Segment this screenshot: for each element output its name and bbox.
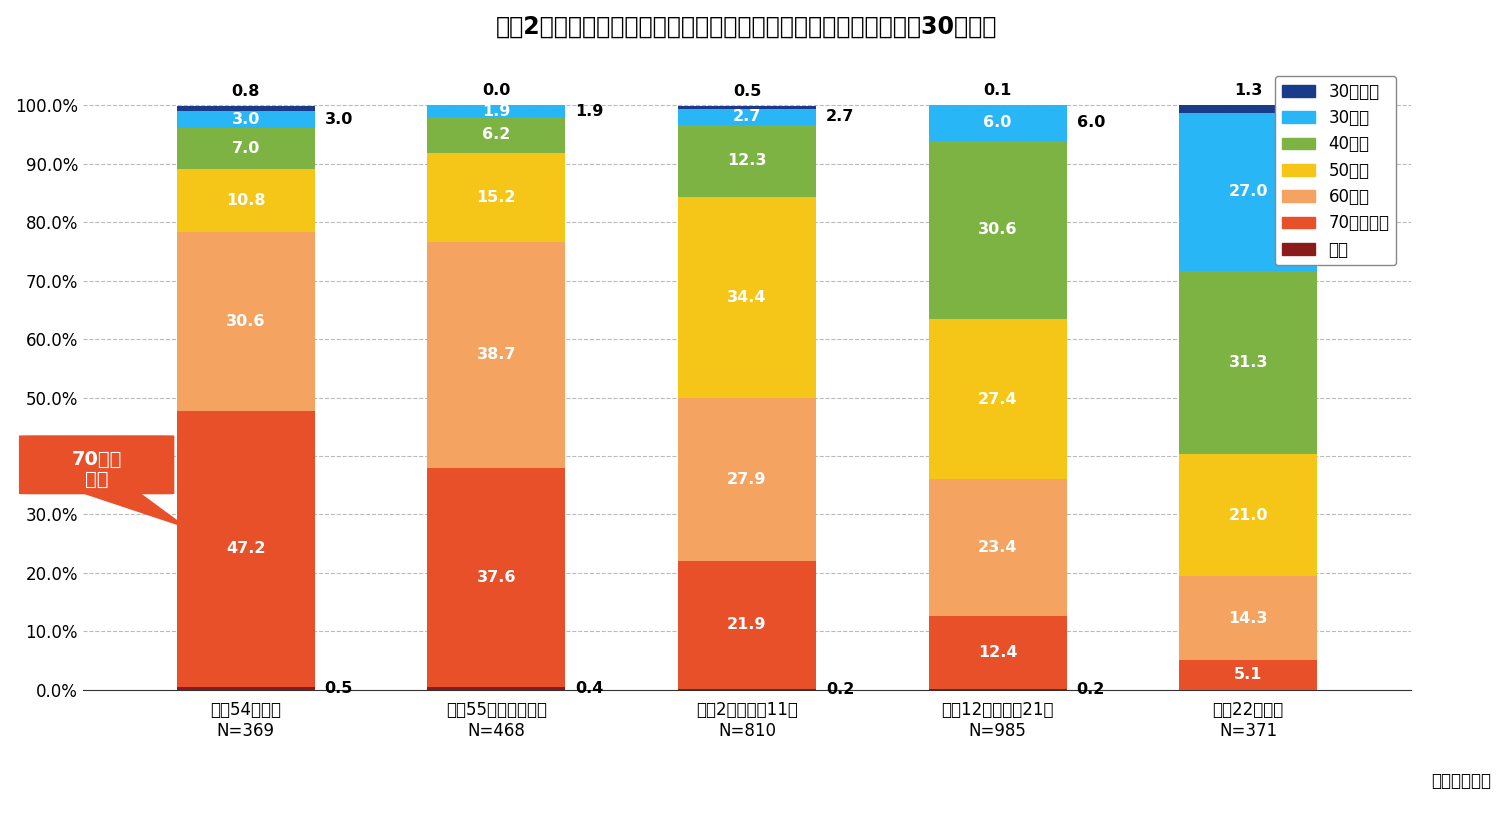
- Text: 6.0: 6.0: [1077, 115, 1106, 131]
- Text: 5.1: 5.1: [1234, 667, 1263, 682]
- Text: 6.2: 6.2: [482, 127, 510, 142]
- Text: 1.9: 1.9: [576, 104, 603, 118]
- Bar: [678, 398, 816, 561]
- Bar: [678, 106, 816, 109]
- Text: 0.5: 0.5: [734, 84, 760, 99]
- Text: 3.0: 3.0: [231, 112, 260, 127]
- Text: 3.0: 3.0: [324, 112, 352, 127]
- Text: 0.2: 0.2: [827, 681, 855, 697]
- Text: 0.4: 0.4: [576, 681, 603, 696]
- Text: 27.9: 27.9: [728, 472, 766, 487]
- Bar: [177, 111, 315, 128]
- Bar: [427, 687, 566, 690]
- Text: 以上: 以上: [86, 470, 108, 489]
- Bar: [1179, 660, 1317, 690]
- Text: 27.0: 27.0: [1328, 184, 1366, 200]
- Text: 2.7: 2.7: [734, 109, 760, 124]
- Legend: 30歳未満, 30歳代, 40歳代, 50歳代, 60歳代, 70歳代以上, 不明: 30歳未満, 30歳代, 40歳代, 50歳代, 60歳代, 70歳代以上, 不…: [1275, 76, 1396, 266]
- Bar: [1179, 576, 1317, 660]
- Text: 34.4: 34.4: [728, 289, 766, 305]
- Text: 12.4: 12.4: [978, 644, 1017, 660]
- Text: 0.0: 0.0: [482, 84, 510, 99]
- Text: 21.9: 21.9: [728, 617, 766, 632]
- Text: 38.7: 38.7: [477, 347, 516, 363]
- Text: 0.1: 0.1: [984, 83, 1012, 98]
- Text: 6.0: 6.0: [984, 115, 1012, 131]
- Text: 30.6: 30.6: [978, 223, 1017, 238]
- Text: 30.6: 30.6: [226, 314, 266, 329]
- Text: 7.0: 7.0: [231, 141, 260, 156]
- Title: 【表2】マンション居住の状況・世帯主の年齢（完成年次別・平成30年度）: 【表2】マンション居住の状況・世帯主の年齢（完成年次別・平成30年度）: [496, 15, 998, 39]
- Bar: [427, 242, 566, 468]
- Bar: [427, 153, 566, 242]
- Bar: [928, 616, 1066, 689]
- Bar: [678, 561, 816, 689]
- Text: 70歳代: 70歳代: [72, 450, 122, 469]
- Text: 27.4: 27.4: [978, 392, 1017, 407]
- Bar: [1179, 454, 1317, 576]
- Bar: [177, 106, 315, 111]
- Text: 31.3: 31.3: [1228, 355, 1268, 370]
- Text: 21.0: 21.0: [1228, 507, 1268, 523]
- Text: 0.5: 0.5: [324, 681, 352, 695]
- Text: 37.6: 37.6: [477, 570, 516, 585]
- Bar: [928, 479, 1066, 616]
- Text: 15.2: 15.2: [477, 190, 516, 205]
- Text: 2.7: 2.7: [827, 109, 855, 124]
- FancyBboxPatch shape: [20, 436, 174, 494]
- Polygon shape: [84, 494, 189, 529]
- Text: 12.3: 12.3: [728, 153, 766, 169]
- Bar: [1179, 113, 1317, 270]
- Bar: [177, 128, 315, 169]
- Text: 0.2: 0.2: [1077, 681, 1106, 697]
- Bar: [678, 125, 816, 196]
- Bar: [1179, 105, 1317, 113]
- Text: 23.4: 23.4: [978, 540, 1017, 556]
- Text: 1.9: 1.9: [482, 104, 510, 118]
- Text: 10.8: 10.8: [226, 193, 266, 208]
- Bar: [928, 689, 1066, 690]
- Bar: [678, 196, 816, 398]
- Bar: [177, 233, 315, 411]
- Bar: [928, 105, 1066, 141]
- Text: 1.3: 1.3: [1234, 84, 1263, 99]
- Text: （完成年次）: （完成年次）: [1431, 772, 1491, 790]
- Text: 47.2: 47.2: [226, 542, 266, 556]
- Bar: [427, 105, 566, 117]
- Bar: [678, 109, 816, 125]
- Text: 0.8: 0.8: [231, 84, 260, 99]
- Bar: [177, 411, 315, 687]
- Bar: [928, 319, 1066, 479]
- Text: 14.3: 14.3: [1228, 611, 1268, 626]
- Bar: [427, 468, 566, 687]
- Bar: [177, 687, 315, 690]
- Bar: [928, 141, 1066, 319]
- Bar: [1179, 270, 1317, 454]
- Bar: [678, 689, 816, 690]
- Text: 27.0: 27.0: [1228, 184, 1268, 200]
- Bar: [427, 117, 566, 153]
- Bar: [177, 169, 315, 233]
